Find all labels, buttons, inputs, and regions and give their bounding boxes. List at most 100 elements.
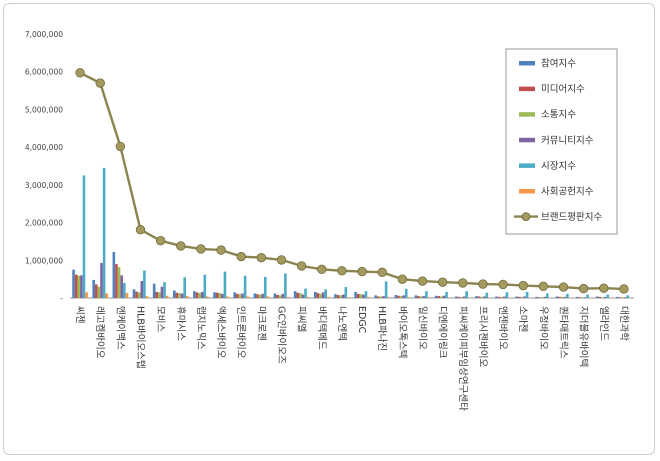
- bar-커뮤니티지수: [180, 293, 184, 298]
- bar-참여지수: [515, 296, 519, 298]
- legend-label: 참여지수: [541, 58, 576, 70]
- bar-참여지수: [313, 291, 317, 298]
- bar-참여지수: [233, 292, 237, 298]
- category-label: 대한과학: [618, 306, 629, 341]
- legend-label: 시장지수: [541, 161, 576, 172]
- bar-미디어지수: [437, 296, 441, 298]
- bar-참여지수: [132, 289, 136, 298]
- bar-시장지수: [284, 273, 287, 298]
- bar-커뮤니티지수: [221, 293, 224, 298]
- bar-소통지수: [601, 297, 604, 298]
- bar-참여지수: [172, 290, 176, 298]
- bar-커뮤니티지수: [321, 292, 325, 298]
- bar-참여지수: [152, 283, 156, 298]
- legend-label: 커뮤니티지수: [541, 135, 594, 146]
- bar-커뮤니티지수: [482, 296, 486, 298]
- bar-소통지수: [440, 296, 443, 298]
- bar-시장지수: [344, 287, 348, 298]
- bar-시장지수: [263, 276, 267, 298]
- bar-커뮤니티지수: [301, 294, 305, 298]
- bar-커뮤니티지수: [402, 295, 405, 298]
- bar-시장지수: [82, 175, 86, 298]
- bar-커뮤니티지수: [523, 296, 526, 298]
- bar-사회공헌지수: [367, 296, 370, 298]
- category-label: 엑세스바이오: [215, 306, 227, 359]
- category-label: 랩지노믹스: [195, 306, 207, 350]
- bar-참여지수: [293, 291, 297, 298]
- bar-시장지수: [566, 293, 569, 298]
- bar-커뮤니티지수: [100, 262, 103, 298]
- category-label: 바이오톡스텍: [396, 306, 407, 358]
- bar-소통지수: [339, 295, 342, 298]
- bar-사회공헌지수: [427, 297, 431, 298]
- category-label: 소마젠: [517, 306, 528, 332]
- bar-참여지수: [414, 295, 418, 298]
- point-브랜드평판지수: [236, 251, 246, 262]
- point-브랜드평판지수: [337, 266, 347, 276]
- legend-swatch-사회공헌지수: [519, 189, 535, 194]
- bar-소통지수: [158, 292, 161, 298]
- category-label: 레고켐바이오: [94, 306, 106, 359]
- bar-미디어지수: [538, 297, 541, 298]
- point-브랜드평판지수: [619, 284, 629, 294]
- y-tick-label: 3,000,000: [25, 181, 63, 190]
- bar-시장지수: [364, 291, 368, 298]
- point-브랜드평판지수: [478, 279, 488, 289]
- legend-label: 사회공헌지수: [541, 187, 594, 198]
- point-브랜드평판지수: [558, 282, 569, 292]
- bar-소통지수: [621, 297, 624, 298]
- point-브랜드평판지수: [317, 264, 327, 275]
- category-label: 인트론바이오: [235, 306, 246, 359]
- category-label: 나노엔텍: [336, 306, 347, 341]
- category-label: EDGC: [356, 306, 367, 334]
- point-브랜드평판지수: [276, 255, 287, 265]
- bar-참여지수: [434, 295, 438, 298]
- y-tick-label: -: [60, 294, 63, 303]
- point-브랜드평판지수: [417, 276, 428, 286]
- bar-커뮤니티지수: [563, 296, 567, 298]
- bar-시장지수: [102, 167, 106, 298]
- bar-커뮤니티지수: [583, 297, 587, 298]
- bar-소통지수: [560, 296, 564, 298]
- category-label: 모비스: [155, 306, 166, 332]
- point-브랜드평판지수: [538, 281, 549, 292]
- legend-swatch-시장지수: [519, 163, 535, 168]
- bar-참여지수: [616, 296, 619, 298]
- bar-미디어지수: [558, 296, 561, 298]
- bar-소통지수: [278, 295, 282, 298]
- bar-커뮤니티지수: [462, 296, 466, 298]
- y-tick-label: 6,000,000: [25, 68, 63, 77]
- point-브랜드평판지수: [155, 235, 166, 246]
- bar-시장지수: [425, 291, 428, 298]
- bar-사회공헌지수: [165, 295, 169, 298]
- bar-소통지수: [319, 293, 322, 298]
- bar-미디어지수: [256, 294, 259, 298]
- bar-시장지수: [384, 281, 388, 298]
- legend-label: 소통지수: [541, 110, 576, 121]
- bar-커뮤니티지수: [160, 286, 164, 298]
- bar-시장지수: [586, 294, 589, 298]
- y-tick-label: 2,000,000: [25, 219, 63, 228]
- point-브랜드평판지수: [498, 279, 508, 290]
- bar-사회공헌지수: [246, 296, 250, 298]
- bar-소통지수: [399, 296, 403, 298]
- point-브랜드평판지수: [518, 280, 528, 291]
- bar-참여지수: [334, 294, 337, 298]
- bar-커뮤니티지수: [623, 297, 627, 298]
- point-브랜드평판지수: [357, 266, 367, 277]
- bar-참여지수: [72, 269, 75, 298]
- bar-미디어지수: [215, 292, 219, 298]
- bar-커뮤니티지수: [503, 296, 506, 298]
- bar-시장지수: [626, 295, 630, 298]
- bar-커뮤니티지수: [422, 296, 426, 298]
- y-tick-label: 7,000,000: [25, 30, 63, 39]
- bar-미디어지수: [135, 291, 138, 298]
- bar-소통지수: [97, 286, 101, 298]
- category-label: 피씨엘: [296, 306, 307, 332]
- bar-시장지수: [525, 291, 529, 298]
- bar-소통지수: [419, 296, 423, 298]
- bar-참여지수: [595, 296, 599, 298]
- bar-시장지수: [404, 288, 408, 298]
- legend-marker-브랜드평판지수: [521, 212, 531, 222]
- legend-swatch-참여지수: [519, 61, 535, 66]
